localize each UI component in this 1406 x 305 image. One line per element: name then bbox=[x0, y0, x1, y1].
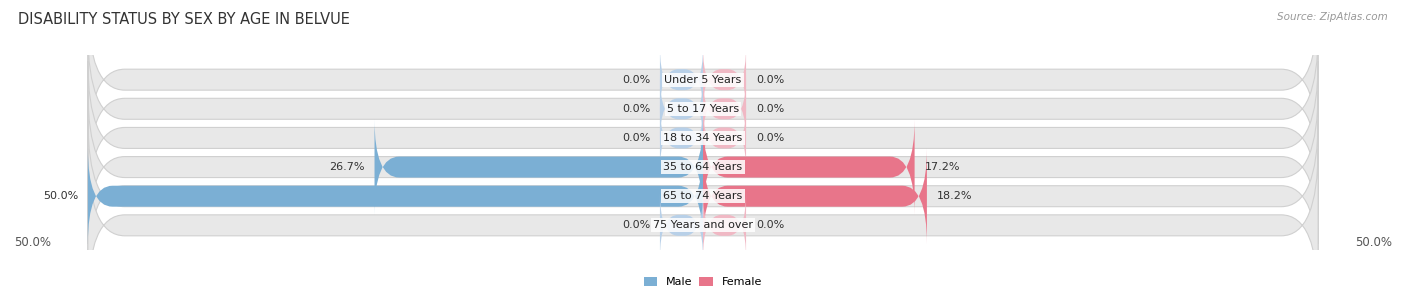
Text: 0.0%: 0.0% bbox=[621, 220, 650, 230]
Text: 26.7%: 26.7% bbox=[329, 162, 364, 172]
FancyBboxPatch shape bbox=[703, 46, 747, 113]
FancyBboxPatch shape bbox=[703, 119, 915, 215]
FancyBboxPatch shape bbox=[659, 105, 703, 171]
Legend: Male, Female: Male, Female bbox=[644, 277, 762, 288]
Text: 50.0%: 50.0% bbox=[14, 236, 51, 249]
Text: 0.0%: 0.0% bbox=[621, 75, 650, 85]
FancyBboxPatch shape bbox=[703, 192, 747, 259]
Text: 0.0%: 0.0% bbox=[756, 75, 785, 85]
Text: DISABILITY STATUS BY SEX BY AGE IN BELVUE: DISABILITY STATUS BY SEX BY AGE IN BELVU… bbox=[18, 12, 350, 27]
FancyBboxPatch shape bbox=[87, 119, 1319, 273]
Text: 5 to 17 Years: 5 to 17 Years bbox=[666, 104, 740, 114]
FancyBboxPatch shape bbox=[659, 192, 703, 259]
FancyBboxPatch shape bbox=[374, 119, 703, 215]
FancyBboxPatch shape bbox=[703, 76, 747, 142]
Text: 35 to 64 Years: 35 to 64 Years bbox=[664, 162, 742, 172]
FancyBboxPatch shape bbox=[87, 32, 1319, 186]
FancyBboxPatch shape bbox=[659, 76, 703, 142]
Text: 0.0%: 0.0% bbox=[756, 220, 785, 230]
Text: 75 Years and over: 75 Years and over bbox=[652, 220, 754, 230]
Text: 0.0%: 0.0% bbox=[621, 133, 650, 143]
FancyBboxPatch shape bbox=[87, 149, 1319, 302]
Text: 50.0%: 50.0% bbox=[42, 191, 79, 201]
FancyBboxPatch shape bbox=[87, 61, 1319, 215]
Text: Source: ZipAtlas.com: Source: ZipAtlas.com bbox=[1277, 12, 1388, 22]
Text: 0.0%: 0.0% bbox=[756, 104, 785, 114]
Text: 65 to 74 Years: 65 to 74 Years bbox=[664, 191, 742, 201]
Text: 50.0%: 50.0% bbox=[1355, 236, 1392, 249]
FancyBboxPatch shape bbox=[659, 46, 703, 113]
Text: 0.0%: 0.0% bbox=[756, 133, 785, 143]
FancyBboxPatch shape bbox=[87, 149, 703, 244]
FancyBboxPatch shape bbox=[703, 105, 747, 171]
FancyBboxPatch shape bbox=[87, 3, 1319, 156]
FancyBboxPatch shape bbox=[703, 149, 927, 244]
Text: 18.2%: 18.2% bbox=[936, 191, 972, 201]
Text: Under 5 Years: Under 5 Years bbox=[665, 75, 741, 85]
FancyBboxPatch shape bbox=[87, 90, 1319, 244]
Text: 18 to 34 Years: 18 to 34 Years bbox=[664, 133, 742, 143]
Text: 17.2%: 17.2% bbox=[925, 162, 960, 172]
Text: 0.0%: 0.0% bbox=[621, 104, 650, 114]
